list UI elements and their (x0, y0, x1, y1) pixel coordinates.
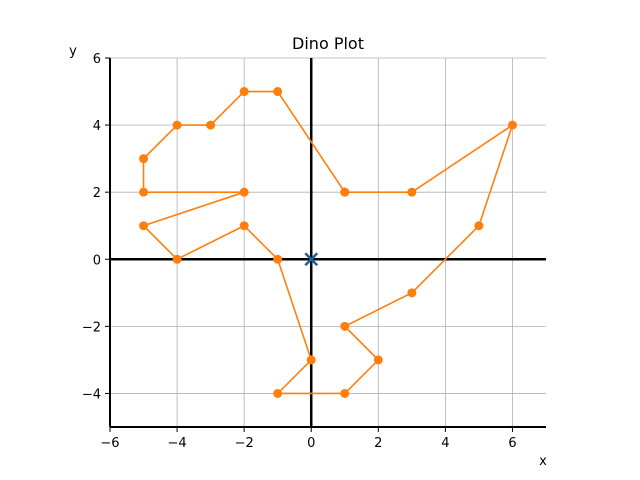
data-point (273, 388, 283, 398)
data-point (306, 355, 316, 365)
data-point (139, 154, 149, 164)
y-tick-label: 2 (93, 186, 101, 201)
x-tick-label: 0 (307, 436, 315, 451)
data-point (373, 355, 383, 365)
data-point (239, 187, 249, 197)
x-tick-label: −6 (100, 436, 119, 451)
grid (109, 57, 546, 427)
data-point (407, 187, 417, 197)
ticks: −6 −4 −2 0 2 4 6 −4 −2 0 2 4 6 (82, 52, 517, 451)
origin-marker (304, 252, 319, 267)
data-point (239, 221, 249, 231)
zero-axes (110, 58, 546, 427)
x-tick-label: −2 (235, 436, 254, 451)
y-tick-label: 4 (93, 119, 101, 134)
y-tick-label: −2 (82, 320, 101, 335)
series-line (142, 90, 514, 395)
chart-title: Dino Plot (292, 34, 364, 53)
x-tick-label: 6 (508, 436, 516, 451)
x-axis-label: x (539, 454, 547, 469)
x-tick-label: 4 (441, 436, 449, 451)
origin-x-marker (304, 252, 319, 267)
x-tick-label: 2 (374, 436, 382, 451)
data-point (474, 221, 484, 231)
series-dino (139, 87, 517, 398)
data-point (340, 388, 350, 398)
data-point (407, 288, 417, 298)
data-point (507, 120, 517, 130)
y-tick-label: 6 (93, 52, 101, 67)
plot-frame (109, 58, 546, 428)
data-point (340, 187, 350, 197)
data-point (172, 120, 182, 130)
data-point (239, 87, 249, 97)
data-point (273, 87, 283, 97)
data-point (172, 254, 182, 264)
data-point (340, 321, 350, 331)
y-axis-label: y (69, 44, 77, 59)
data-point (139, 221, 149, 231)
data-point (139, 187, 149, 197)
y-tick-label: −4 (82, 387, 101, 402)
x-tick-label: −4 (167, 436, 186, 451)
data-point (206, 120, 216, 130)
y-tick-label: 0 (93, 253, 101, 268)
data-point (273, 254, 283, 264)
marker-stroke (304, 252, 319, 267)
